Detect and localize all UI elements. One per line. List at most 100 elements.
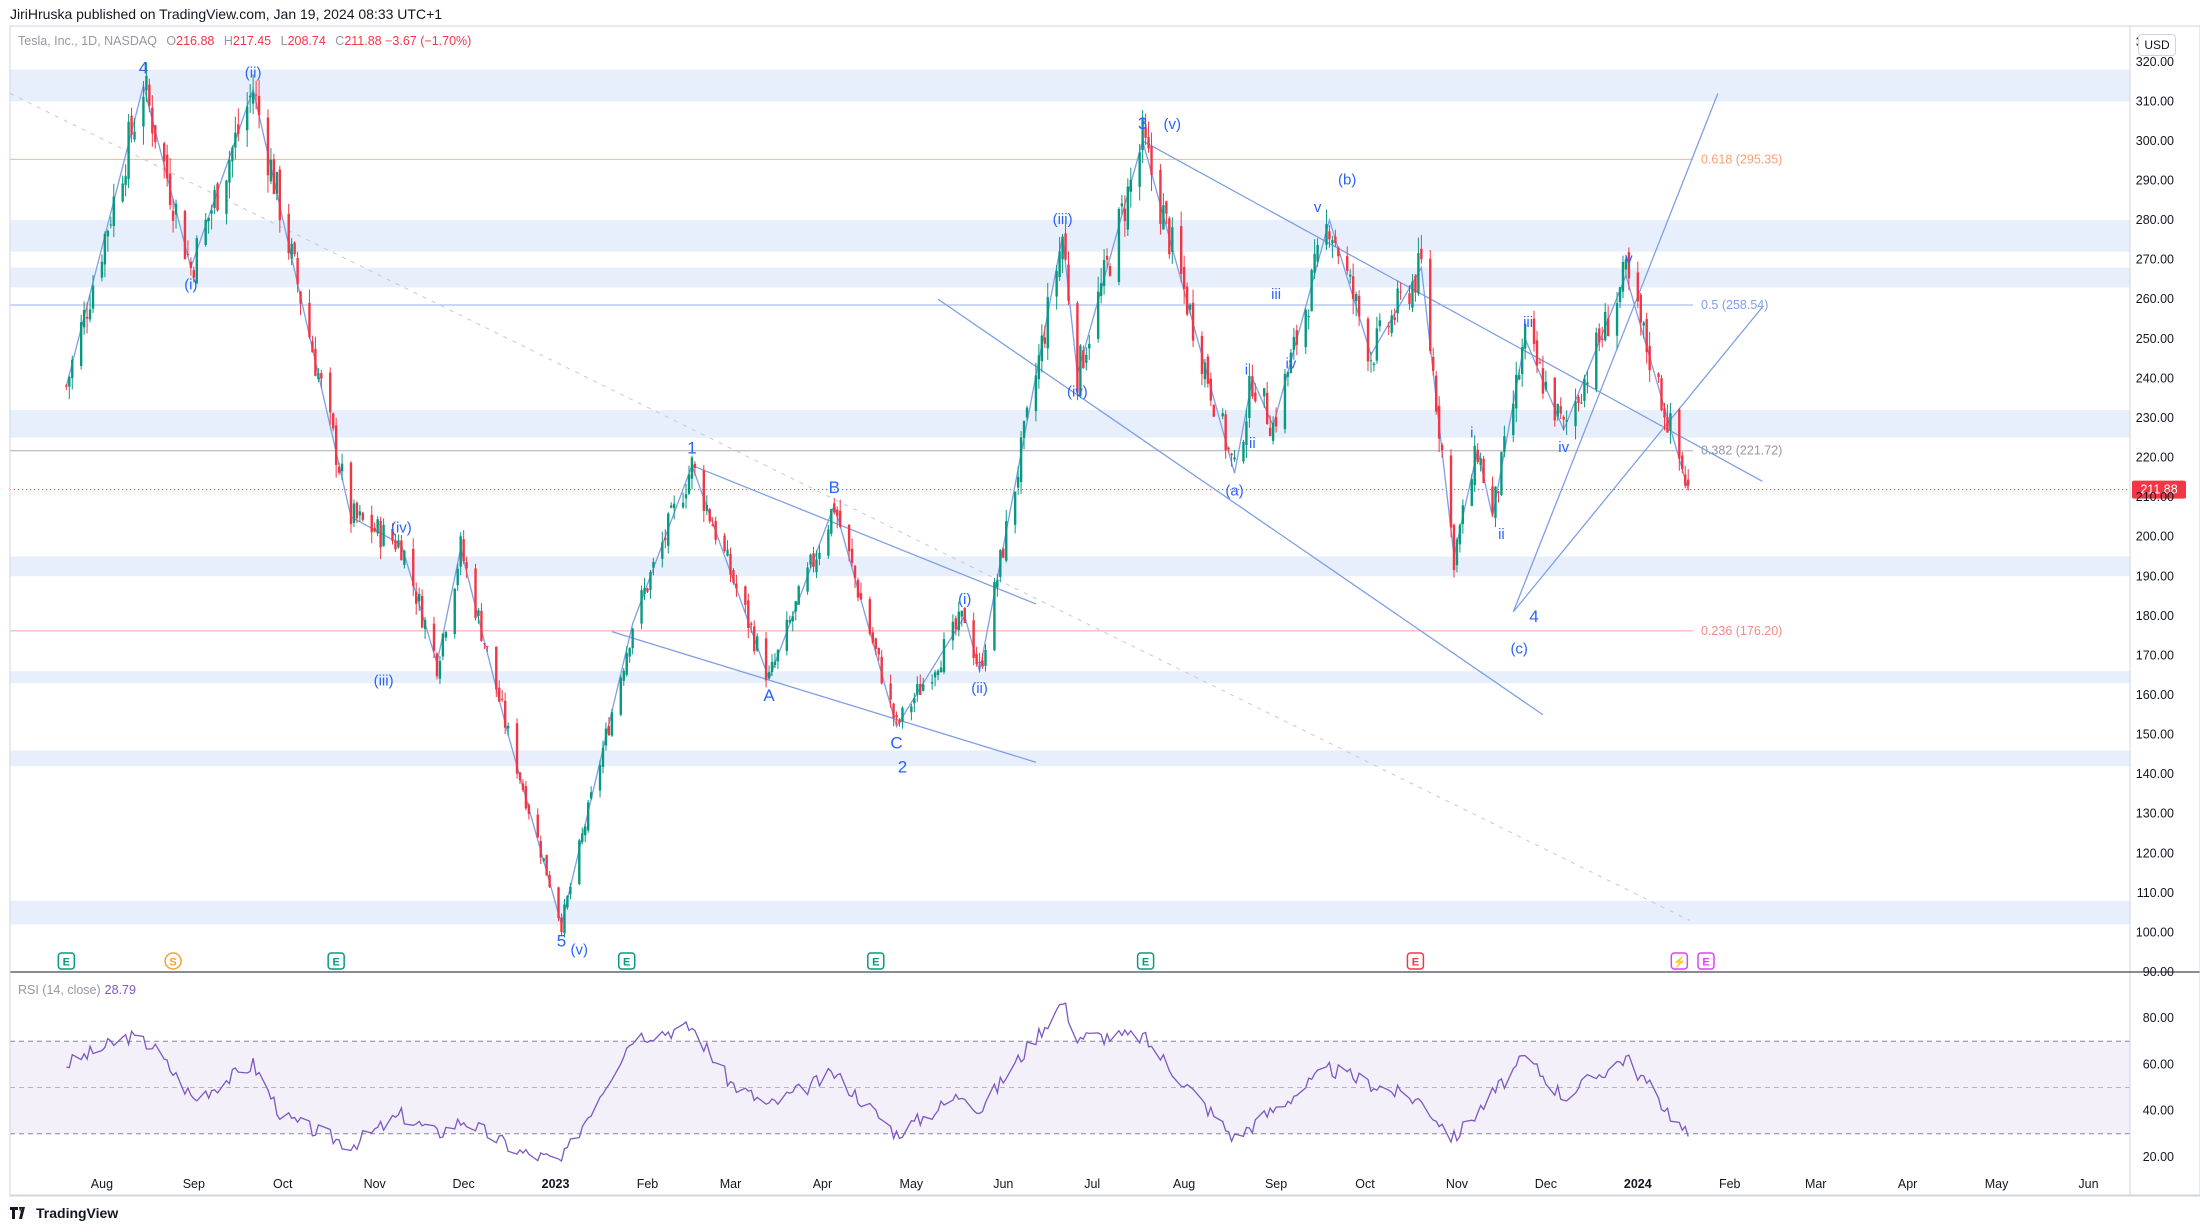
candle-body — [1191, 302, 1195, 341]
candle-body — [764, 638, 768, 681]
candle-body — [773, 661, 777, 666]
axes: 325.00320.00310.00300.00290.00280.00270.… — [9, 25, 2200, 1197]
candle-body — [503, 700, 507, 728]
wave-label: (iv) — [391, 520, 412, 537]
candle-body — [257, 95, 261, 116]
candle-body — [373, 527, 376, 532]
candle-body — [438, 661, 442, 679]
candle-body — [1642, 322, 1645, 326]
candle-body — [1399, 291, 1402, 293]
candle-body — [1283, 373, 1287, 430]
time-tick-label: Nov — [364, 1177, 387, 1191]
candle-body — [916, 684, 919, 695]
candle-body — [480, 610, 483, 642]
candle-body — [806, 567, 809, 592]
candle-body — [1535, 340, 1539, 366]
candle-body — [1061, 236, 1064, 260]
wave-label: (iii) — [374, 672, 394, 689]
price-tick-label: 310.00 — [2136, 94, 2174, 108]
rsi-tick-label: 60.00 — [2143, 1057, 2174, 1071]
candle-body — [1165, 201, 1168, 214]
candle-body — [1040, 335, 1044, 362]
candle-body — [213, 189, 216, 209]
wave-label: v — [1314, 199, 1322, 216]
candle-body — [231, 147, 234, 162]
candle-body — [423, 620, 427, 629]
wave-label: 5 — [557, 932, 566, 951]
candle-body — [1687, 479, 1690, 486]
candle-body — [770, 661, 774, 673]
price-tick-label: 110.00 — [2137, 886, 2174, 900]
candle-body — [234, 132, 237, 148]
candle-body — [732, 570, 735, 583]
tradingview-footer[interactable]: TradingView — [10, 1205, 118, 1221]
candle-body — [420, 595, 424, 628]
candle-body — [584, 826, 587, 836]
candle-body — [850, 548, 854, 563]
candle-body — [1512, 403, 1515, 436]
event-marker-label: E — [63, 957, 70, 969]
candle-body — [1295, 330, 1299, 345]
wave-label: 3 — [1138, 114, 1147, 133]
candle-body — [1556, 404, 1559, 417]
candle-body — [1034, 375, 1038, 412]
candle-body — [1538, 362, 1542, 364]
published-by-text: JiriHruska published on TradingView.com,… — [10, 6, 443, 22]
candle-body — [1022, 420, 1026, 438]
wave-label: i — [1470, 425, 1473, 442]
candle-body — [269, 159, 273, 182]
candle-body — [1328, 231, 1331, 240]
candle-body — [604, 728, 608, 746]
candle-body — [1417, 253, 1420, 294]
time-tick-label: Sep — [1265, 1177, 1287, 1191]
candle-body — [317, 373, 320, 380]
candle-body — [459, 536, 462, 567]
candle-body — [495, 646, 498, 690]
earnings-icon — [57, 952, 76, 970]
candle-body — [910, 706, 913, 713]
currency-button[interactable]: USD — [2138, 34, 2176, 56]
candle-body — [1627, 252, 1631, 279]
candle-body — [1354, 294, 1358, 302]
time-tick-label: 2023 — [542, 1177, 570, 1191]
candle-body — [394, 540, 397, 550]
candle-body — [755, 636, 759, 651]
channel-line — [1512, 306, 1763, 613]
candle-body — [578, 840, 581, 884]
high-label: H — [223, 34, 233, 48]
candle-body — [334, 425, 338, 465]
candle-body — [1565, 420, 1568, 422]
candle-body — [1432, 357, 1435, 371]
candle-body — [951, 621, 955, 641]
candle-body — [183, 211, 187, 260]
candle-body — [1396, 288, 1399, 314]
time-tick-label: Aug — [1173, 1177, 1195, 1191]
candle-body — [1678, 409, 1681, 459]
candle-body — [518, 772, 522, 781]
candle-body — [930, 681, 934, 684]
wave-label: v — [1625, 250, 1633, 267]
candle-body — [690, 457, 694, 479]
event-marker-label: E — [872, 957, 879, 969]
wave-label: (iii) — [1053, 211, 1073, 228]
time-tick-label: Oct — [273, 1177, 293, 1191]
earnings-icon — [1136, 952, 1155, 970]
candle-body — [744, 586, 747, 605]
candle-body — [1046, 297, 1049, 349]
candle-body — [1016, 476, 1020, 488]
candle-body — [859, 593, 863, 600]
channel-line — [691, 464, 1037, 605]
candle-body — [1082, 350, 1085, 369]
candle-body — [1583, 378, 1586, 401]
candle-body — [130, 115, 133, 135]
open-value: 216.88 — [176, 34, 215, 48]
candle-body — [853, 565, 857, 579]
candle-body — [1429, 258, 1432, 352]
candle-body — [545, 854, 548, 876]
candle-body — [643, 588, 646, 594]
candle-body — [649, 572, 652, 590]
candle-body — [794, 601, 797, 612]
candle-body — [1271, 422, 1275, 441]
candle-body — [151, 107, 154, 134]
